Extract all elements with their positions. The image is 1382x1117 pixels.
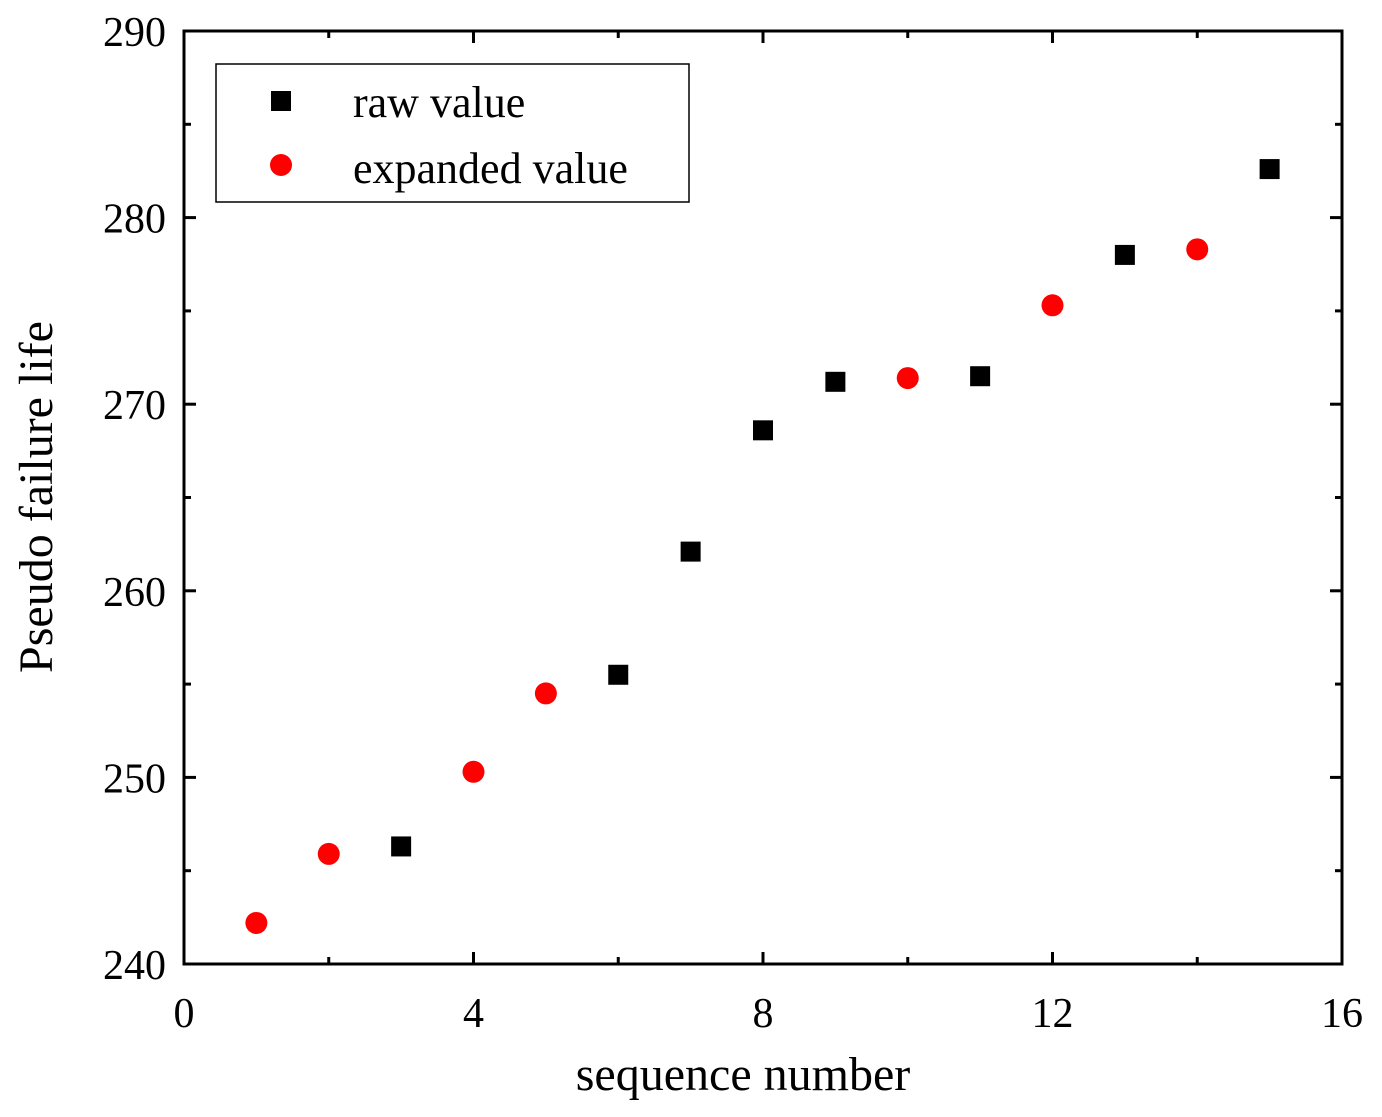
- expanded-value-point: [1041, 294, 1064, 317]
- raw-value-point: [391, 836, 412, 857]
- x-tick-label: 16: [1321, 991, 1363, 1037]
- y-tick-label: 240: [103, 943, 166, 989]
- legend-box: [215, 63, 690, 203]
- raw-value-point: [1259, 159, 1280, 180]
- y-tick-label: 280: [103, 197, 166, 243]
- y-axis-title: Pseudo failure life: [10, 321, 63, 673]
- legend-label-raw-value: raw value: [353, 78, 525, 127]
- x-tick-label: 0: [174, 991, 195, 1037]
- x-tick-labels: 0 4 8 12 16: [174, 991, 1364, 1037]
- x-tick-label: 4: [463, 991, 484, 1037]
- raw-value-point: [970, 366, 991, 387]
- raw-value-point: [825, 371, 846, 392]
- y-tick-labels: 240 250 260 270 280 290: [103, 10, 166, 989]
- x-tick-label: 8: [753, 991, 774, 1037]
- y-tick-label: 270: [103, 383, 166, 429]
- raw-value-point: [753, 420, 773, 441]
- legend-label-expanded-value: expanded value: [353, 144, 628, 193]
- x-axis-title: sequence number: [576, 1048, 911, 1101]
- y-tick-label: 260: [103, 570, 166, 616]
- x-tick-label: 12: [1032, 991, 1074, 1037]
- legend-marker-raw-value: [271, 91, 291, 111]
- expanded-value-point: [896, 367, 919, 390]
- raw-value-point: [1114, 244, 1135, 265]
- raw-value-point: [608, 664, 629, 685]
- y-tick-label: 290: [103, 10, 166, 56]
- axis-ticks: [182, 29, 1344, 966]
- expanded-value-point: [534, 682, 557, 705]
- expanded-value-point: [1186, 238, 1209, 261]
- raw-value-point: [680, 541, 701, 562]
- legend: raw value expanded value: [215, 63, 690, 203]
- expanded-value-point: [317, 842, 340, 865]
- y-tick-label: 250: [103, 756, 166, 802]
- expanded-value-point: [245, 911, 268, 934]
- data-points: [245, 159, 1280, 934]
- expanded-value-point: [462, 760, 485, 783]
- legend-marker-expanded-value: [270, 154, 292, 176]
